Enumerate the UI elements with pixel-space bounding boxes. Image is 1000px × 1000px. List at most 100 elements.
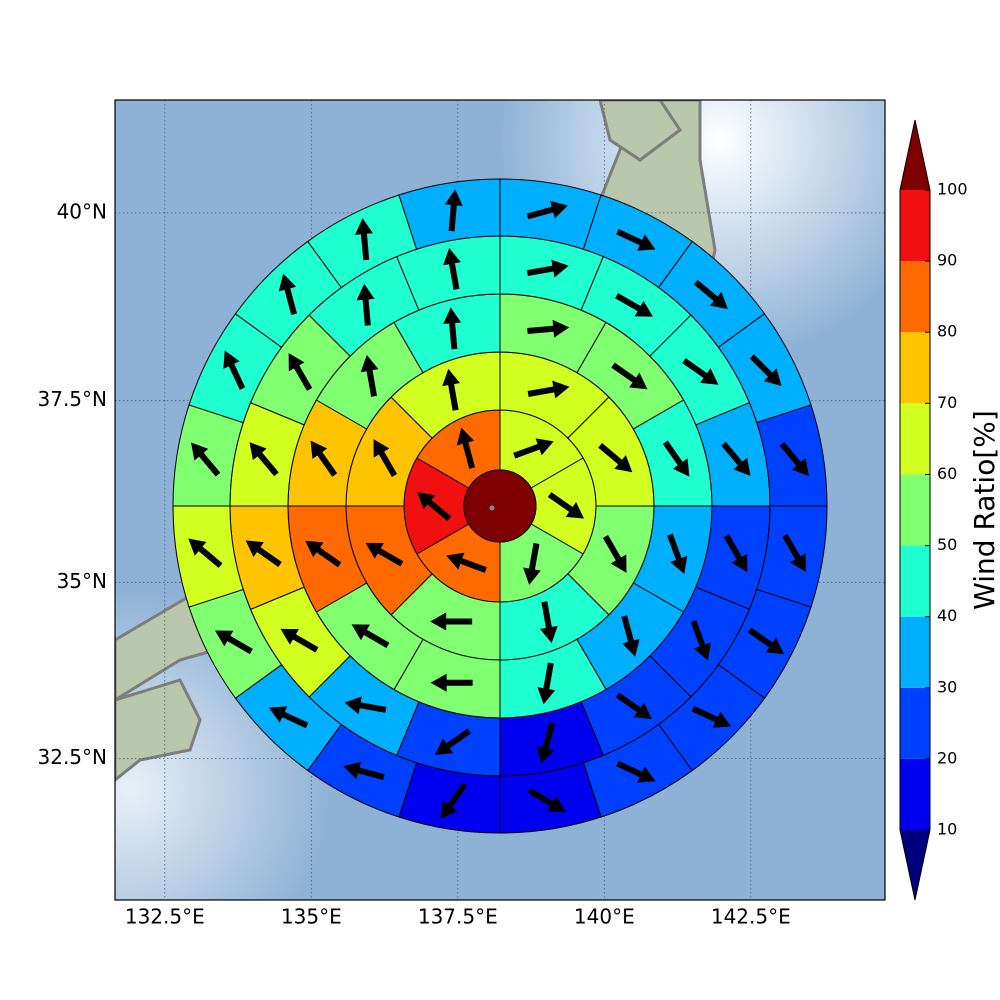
wind-arrow <box>343 761 385 781</box>
colorbar-segment <box>900 332 930 404</box>
wind-arrow <box>443 307 462 350</box>
x-tick-label: 132.5°E <box>125 905 205 929</box>
wind-arrow <box>214 630 253 655</box>
land <box>115 678 202 782</box>
center-dot <box>489 505 495 511</box>
wind-arrow <box>356 283 375 326</box>
wind-arrow <box>537 662 556 705</box>
wind-arrow <box>682 358 719 385</box>
colorbar-extend-low <box>900 830 930 900</box>
wind-arrow <box>434 728 472 755</box>
wind-arrow <box>442 368 460 411</box>
wind-arrow <box>615 293 653 317</box>
colorbar-segment <box>900 758 930 830</box>
wind-arrow <box>598 443 633 473</box>
x-tick-label: 142.5°E <box>711 905 791 929</box>
wind-arrow <box>365 542 404 567</box>
wind-arrow <box>344 696 387 715</box>
wind-arrow <box>527 788 566 812</box>
wind-arrow <box>536 722 556 764</box>
colorbar-segment <box>900 403 930 475</box>
wind-arrow <box>446 552 487 573</box>
colorbar-tick-label: 10 <box>937 820 957 839</box>
wind-arrow <box>245 540 282 567</box>
colorbar-extend-high <box>900 120 930 190</box>
wind-arrow <box>690 620 711 661</box>
y-tick-label: 40°N <box>57 199 107 223</box>
wind-arrow <box>615 692 652 720</box>
wind-arrow <box>310 440 338 477</box>
x-tick-label: 135°E <box>281 905 342 929</box>
colorbar-segment <box>900 616 930 688</box>
wind-arrow <box>280 628 319 653</box>
wind-arrow <box>723 534 748 573</box>
wind-arrow <box>440 782 468 819</box>
colorbar-tick-label: 20 <box>937 748 957 767</box>
wind-arrow <box>354 218 373 261</box>
arrows <box>188 189 809 819</box>
wind-arrow <box>611 362 648 390</box>
wind-arrow <box>667 533 688 575</box>
wind-arrow <box>430 673 473 692</box>
wind-arrow <box>527 380 570 399</box>
wind-arrow <box>602 535 627 573</box>
wind-arrow <box>526 200 568 220</box>
wind-arrow <box>523 542 541 585</box>
colorbar-tick-label: 100 <box>937 180 968 199</box>
colorbar-segment <box>900 545 930 617</box>
ticks: 132.5°E 135°E 137.5°E 140°E 142.5°E 32.5°N 35°… <box>38 199 791 928</box>
x-tick-label: 140°E <box>574 905 635 929</box>
wind-arrow <box>249 442 279 477</box>
wind-arrow <box>693 279 728 310</box>
sector <box>398 178 501 250</box>
colorbar-tick-label: 40 <box>937 606 957 625</box>
colorbar-tick-label: 90 <box>937 251 957 270</box>
wind-arrow <box>360 354 379 397</box>
wind-arrow <box>456 427 476 469</box>
colorbar-tick-label: 80 <box>937 322 957 341</box>
center-sector <box>463 469 537 543</box>
wind-arrow <box>779 442 809 477</box>
colorbar-segment <box>900 261 930 333</box>
y-tick-label: 37.5°N <box>38 387 108 411</box>
wind-arrow <box>191 442 221 477</box>
wind-arrow <box>547 492 585 519</box>
wind-arrow <box>616 760 656 783</box>
map-frame <box>114 99 886 901</box>
wind-arrow <box>691 705 732 728</box>
y-tick-label: 32.5°N <box>38 745 108 769</box>
wind-arrow <box>351 624 390 648</box>
wind-arrow <box>616 228 656 251</box>
colorbar: 10 20 30 40 50 60 70 80 90 100 <box>899 119 968 901</box>
wind-arrow <box>747 627 784 655</box>
wind-arrow <box>278 273 298 316</box>
wind-arrow <box>268 706 309 729</box>
colorbar-label: Wind Ratio[%] <box>968 410 1000 610</box>
colorbar-segment <box>900 190 930 262</box>
wind-arrow <box>782 533 806 572</box>
wind-arrow <box>621 615 640 657</box>
wind-arrow <box>540 601 558 644</box>
wind-arrow <box>430 612 473 631</box>
colorbar-tick-label: 50 <box>937 535 957 554</box>
colorbar-tick-label: 70 <box>937 393 957 412</box>
wind-arrow <box>443 247 461 290</box>
wind-arrow <box>662 440 690 477</box>
wind-arrow <box>305 540 342 568</box>
wind-arrow <box>721 441 751 476</box>
land <box>598 100 683 162</box>
colorbar-tick-label: 60 <box>937 464 957 483</box>
wind-arrow <box>749 354 782 387</box>
wind-arrow <box>223 350 246 390</box>
y-tick-label: 35°N <box>57 569 107 593</box>
wind-arrow <box>444 189 463 232</box>
colorbar-segment <box>900 687 930 759</box>
wind-arrow <box>527 319 570 338</box>
wind-arrow <box>513 438 554 459</box>
sectors <box>172 178 828 834</box>
wind-arrow <box>526 259 569 278</box>
wind-arrow <box>188 538 223 568</box>
wind-arrow <box>288 353 313 391</box>
colorbar-tick-label: 30 <box>937 677 957 696</box>
